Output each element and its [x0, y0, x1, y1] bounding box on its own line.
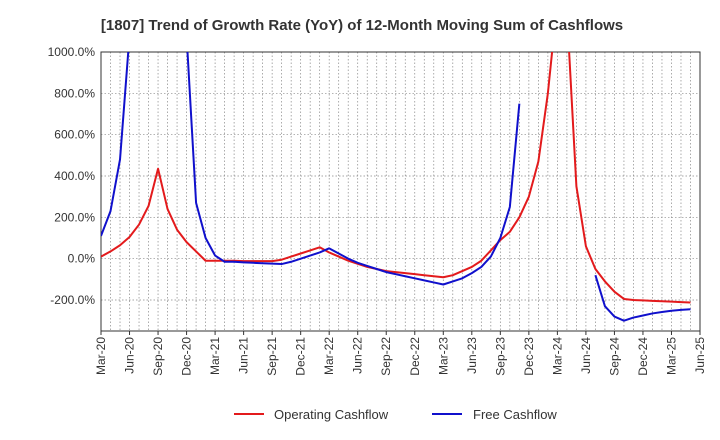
y-tick-label: 1000.0% — [48, 45, 96, 59]
x-tick-label: Mar-20 — [94, 337, 108, 375]
x-tick-label: Jun-24 — [579, 337, 593, 374]
x-tick-label: Jun-21 — [237, 337, 251, 374]
x-tick-label: Mar-25 — [664, 337, 678, 375]
legend-label-operating-cashflow: Operating Cashflow — [274, 407, 389, 422]
x-tick-label: Dec-22 — [408, 337, 422, 376]
axes: 1000.0% 800.0% 600.0% 400.0% 200.0% 0.0% -200.… — [48, 45, 707, 376]
y-tick-label: 0.0% — [68, 252, 96, 266]
x-tick-label: Dec-20 — [180, 337, 194, 376]
legend-label-free-cashflow: Free Cashflow — [473, 407, 557, 422]
x-tick-label: Sep-23 — [493, 337, 507, 376]
x-tick-label: Dec-21 — [294, 337, 308, 376]
x-tick-label: Jun-20 — [123, 337, 137, 374]
y-tick-label: -200.0% — [50, 293, 95, 307]
y-tick-label: 600.0% — [54, 128, 95, 142]
x-tick-label: Dec-23 — [522, 337, 536, 376]
x-tick-label: Sep-20 — [151, 337, 165, 376]
legend: Operating Cashflow Free Cashflow — [234, 407, 557, 422]
y-tick-label: 200.0% — [54, 210, 95, 224]
x-tick-label: Mar-24 — [550, 337, 564, 375]
series-lines — [101, 52, 691, 322]
y-tick-label: 400.0% — [54, 169, 95, 183]
x-tick-label: Mar-22 — [322, 337, 336, 375]
x-tick-label: Jun-22 — [351, 337, 365, 374]
x-tick-label: Jun-25 — [693, 337, 707, 374]
y-tick-label: 800.0% — [54, 86, 95, 100]
series-line-free-cashflow — [101, 52, 521, 286]
x-tick-label: Mar-23 — [436, 337, 450, 375]
series-line-free-cashflow — [594, 274, 691, 322]
x-tick-label: Dec-24 — [636, 337, 650, 376]
plot-frame — [100, 51, 701, 332]
series-line-operating-cashflow — [101, 52, 691, 304]
x-tick-label: Sep-21 — [265, 337, 279, 376]
x-tick-label: Mar-21 — [208, 337, 222, 375]
x-tick-label: Jun-23 — [465, 337, 479, 374]
x-tick-label: Sep-22 — [379, 337, 393, 376]
x-tick-label: Sep-24 — [607, 337, 621, 376]
chart-title: [1807] Trend of Growth Rate (YoY) of 12-… — [101, 17, 623, 34]
